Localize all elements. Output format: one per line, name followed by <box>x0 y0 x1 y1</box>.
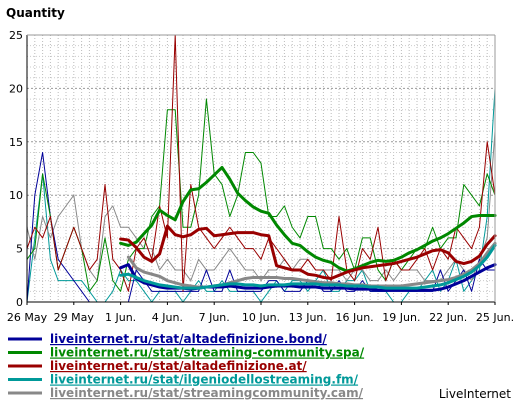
series-trend-line-7 <box>119 243 497 290</box>
legend: liveinternet.ru/stat/altadefinizione.bon… <box>8 332 365 400</box>
x-tick-labels: 26 May 29 May 1 Jun. 4 Jun. 7 Jun. 10 Jun. 13 … <box>7 302 514 324</box>
x-tick-label: 19 Jun. <box>382 311 420 324</box>
x-tick-label: 25 Jun. <box>476 311 514 324</box>
x-tick-label: 29 May <box>54 311 95 324</box>
series-line-1 <box>26 130 496 282</box>
legend-entry-label[interactable]: liveinternet.ru/stat/altadefinizione.bon… <box>50 332 327 346</box>
series-trend-line-9 <box>119 224 497 280</box>
y-tick-labels: 0 5 10 15 20 25 <box>9 29 23 309</box>
y-tick-label: 20 <box>9 82 23 95</box>
legend-entry-label[interactable]: liveinternet.ru/stat/streaming-community… <box>50 346 365 360</box>
x-tick-label: 7 Jun. <box>199 311 230 324</box>
x-tick-label: 4 Jun. <box>152 311 183 324</box>
x-tick-label: 1 Jun. <box>105 311 136 324</box>
x-tick-label: 13 Jun. <box>289 311 327 324</box>
plot-area <box>27 35 495 302</box>
y-tick-label: 0 <box>16 296 23 309</box>
x-tick-label: 10 Jun. <box>242 311 280 324</box>
y-axis-title: Quantity <box>6 6 65 20</box>
y-tick-label: 5 <box>16 243 23 256</box>
series-line-4 <box>26 34 496 292</box>
y-tick-label: 25 <box>9 29 23 42</box>
plot-background <box>27 35 495 302</box>
watermark-label: LiveInternet <box>439 387 511 401</box>
legend-entry-label[interactable]: liveinternet.ru/stat/streamingcommunity.… <box>50 386 364 400</box>
y-tick-label: 15 <box>9 136 23 149</box>
x-tick-label: 22 Jun. <box>429 311 467 324</box>
x-tick-label: 26 May <box>7 311 48 324</box>
y-tick-label: 10 <box>9 189 23 202</box>
series-trend-line-8 <box>119 165 497 273</box>
x-tick-label: 16 Jun. <box>336 311 374 324</box>
series-trend-line-5 <box>126 241 497 289</box>
legend-entry-label[interactable]: liveinternet.ru/stat/altadefinizione.at/ <box>50 359 307 373</box>
legend-entry-label[interactable]: liveinternet.ru/stat/ilgeniodellostreami… <box>50 373 359 387</box>
